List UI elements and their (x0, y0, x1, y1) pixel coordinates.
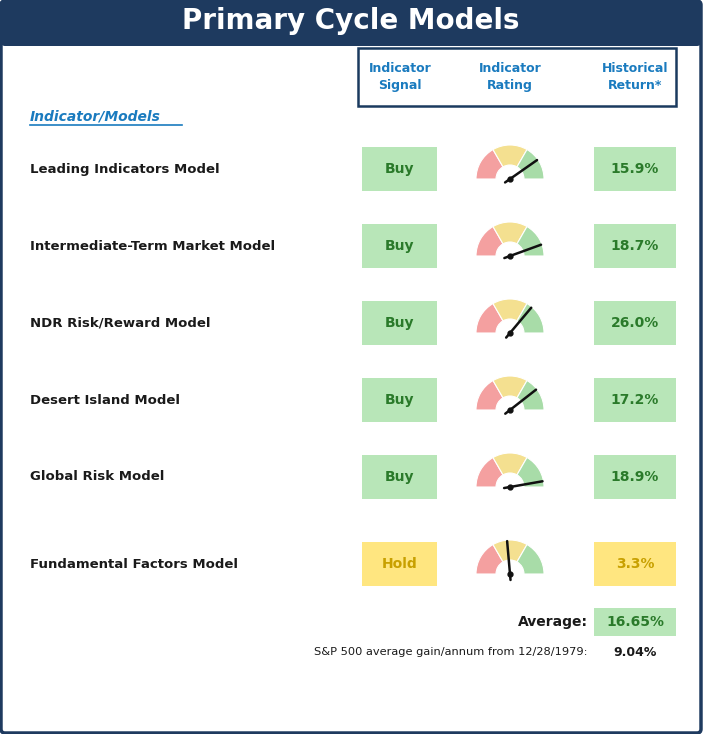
Text: 17.2%: 17.2% (611, 393, 659, 407)
FancyBboxPatch shape (594, 542, 676, 586)
Text: Buy: Buy (385, 393, 415, 407)
Text: Buy: Buy (385, 239, 415, 253)
Text: Hold: Hold (382, 557, 418, 571)
FancyBboxPatch shape (594, 301, 676, 345)
Text: Intermediate-Term Market Model: Intermediate-Term Market Model (30, 239, 275, 252)
FancyBboxPatch shape (5, 22, 697, 42)
FancyBboxPatch shape (594, 455, 676, 499)
FancyBboxPatch shape (363, 378, 437, 422)
FancyBboxPatch shape (594, 224, 676, 268)
Text: 18.9%: 18.9% (611, 470, 659, 484)
FancyBboxPatch shape (363, 224, 437, 268)
Wedge shape (476, 227, 503, 256)
Text: Indicator/Models: Indicator/Models (30, 110, 161, 124)
Text: Indicator
Rating: Indicator Rating (479, 62, 541, 92)
Wedge shape (517, 545, 544, 574)
Wedge shape (493, 453, 527, 475)
Wedge shape (476, 380, 503, 410)
Text: Leading Indicators Model: Leading Indicators Model (30, 162, 219, 175)
Text: Global Risk Model: Global Risk Model (30, 470, 165, 484)
Wedge shape (476, 304, 503, 333)
Text: 3.3%: 3.3% (616, 557, 654, 571)
Text: Buy: Buy (385, 162, 415, 176)
Text: NDR Risk/Reward Model: NDR Risk/Reward Model (30, 316, 210, 330)
Wedge shape (493, 299, 527, 321)
Text: Buy: Buy (385, 316, 415, 330)
FancyBboxPatch shape (594, 378, 676, 422)
Text: 16.65%: 16.65% (606, 615, 664, 629)
Text: Desert Island Model: Desert Island Model (30, 393, 180, 407)
Wedge shape (476, 150, 503, 179)
FancyBboxPatch shape (594, 147, 676, 191)
Text: Historical
Return*: Historical Return* (602, 62, 669, 92)
Text: Indicator
Signal: Indicator Signal (368, 62, 432, 92)
Text: 15.9%: 15.9% (611, 162, 659, 176)
Wedge shape (493, 540, 527, 562)
FancyBboxPatch shape (363, 542, 437, 586)
Wedge shape (517, 304, 544, 333)
Wedge shape (517, 380, 544, 410)
Wedge shape (517, 457, 544, 487)
Text: Buy: Buy (385, 470, 415, 484)
Wedge shape (476, 545, 503, 574)
Wedge shape (493, 145, 527, 167)
Text: 9.04%: 9.04% (613, 645, 657, 658)
FancyBboxPatch shape (363, 455, 437, 499)
FancyBboxPatch shape (594, 608, 676, 636)
Wedge shape (493, 222, 527, 244)
Text: Fundamental Factors Model: Fundamental Factors Model (30, 558, 238, 570)
FancyBboxPatch shape (363, 301, 437, 345)
Text: Average:: Average: (518, 615, 588, 629)
Wedge shape (517, 227, 544, 256)
FancyBboxPatch shape (363, 147, 437, 191)
Text: 18.7%: 18.7% (611, 239, 659, 253)
FancyBboxPatch shape (1, 1, 701, 46)
Wedge shape (493, 376, 527, 398)
FancyBboxPatch shape (358, 48, 676, 106)
Wedge shape (476, 457, 503, 487)
Text: S&P 500 average gain/annum from 12/28/1979:: S&P 500 average gain/annum from 12/28/19… (314, 647, 588, 657)
Text: 26.0%: 26.0% (611, 316, 659, 330)
Text: Primary Cycle Models: Primary Cycle Models (182, 7, 520, 35)
Wedge shape (517, 150, 544, 179)
